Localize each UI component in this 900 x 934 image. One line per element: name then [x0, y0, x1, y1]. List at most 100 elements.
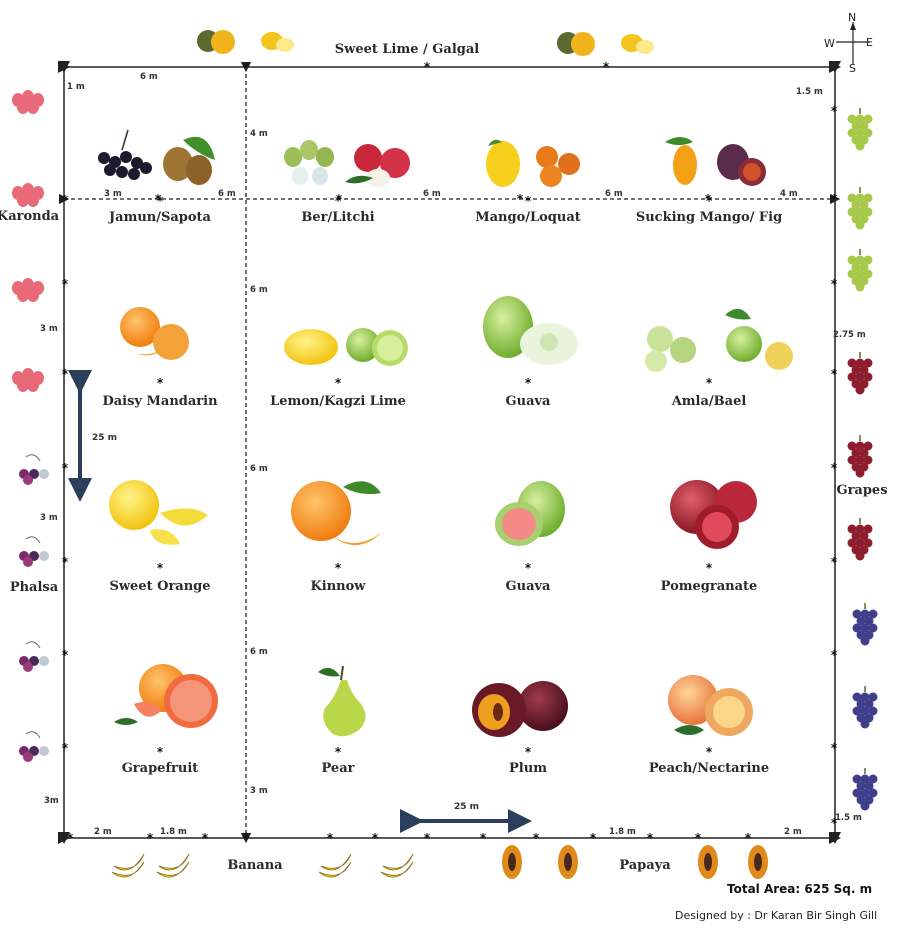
plot-label: Grapefruit — [122, 761, 199, 776]
plot-label: Lemon/Kagzi Lime — [270, 394, 406, 409]
sucking-mango-fig-image — [665, 137, 766, 186]
phalsa-icon — [19, 454, 49, 485]
border-tree-marker: * — [603, 60, 610, 74]
dim-right-2-75m: 2.75 m — [833, 330, 866, 340]
papaya-icon — [698, 845, 718, 879]
plum-image — [472, 681, 568, 737]
dim-row1-6m-b: 6 m — [423, 189, 441, 199]
dim-row1-6m-a: 6 m — [218, 189, 236, 199]
dim-col-6m-b: 6 m — [250, 464, 268, 474]
designer-credit: Designed by : Dr Karan Bir Singh Gill — [675, 909, 877, 922]
border-tree-marker: * — [695, 831, 702, 845]
border-tree-marker: * — [831, 367, 838, 381]
dim-bottom-1-8m-right: 1.8 m — [609, 827, 636, 837]
plot-tree-marker: * — [335, 194, 342, 208]
grapes-icon — [847, 518, 873, 561]
border-tree-marker: * — [831, 277, 838, 291]
plot-label: Sweet Orange — [109, 579, 210, 594]
border-tree-marker: * — [243, 60, 250, 74]
plot-label: Pear — [322, 761, 355, 776]
dim-left-3m-a: 3 m — [40, 324, 58, 334]
border-tree-marker: * — [147, 831, 154, 845]
plot-tree-marker: * — [525, 194, 532, 208]
compass-e: E — [866, 36, 873, 49]
amla-bael-image — [645, 308, 793, 372]
compass-s: S — [849, 62, 856, 75]
pear-image — [318, 665, 366, 737]
compass-n: N — [848, 11, 856, 24]
border-tree-marker: * — [831, 461, 838, 475]
border-tree-marker: * — [372, 831, 379, 845]
dim-bottom-2m-right: 2 m — [784, 827, 802, 837]
border-label-phalsa: Phalsa — [10, 580, 59, 595]
dim-bottom-1-8m-left: 1.8 m — [160, 827, 187, 837]
compass-rose: N S E W — [824, 11, 873, 75]
plot-tree-marker: * — [706, 561, 713, 575]
border-tree-marker: * — [590, 831, 597, 845]
karonda-icon — [12, 368, 44, 392]
plot-label: Daisy Mandarin — [102, 394, 218, 409]
sweet-lime-galgal-icon — [197, 30, 235, 54]
grapes-icon — [847, 249, 873, 292]
daisy-mandarin-image — [120, 307, 189, 360]
plot-label: Mango/Loquat — [475, 210, 581, 225]
plot-tree-marker: * — [706, 194, 713, 208]
papaya-icon — [748, 845, 768, 879]
plot-label: Sucking Mango/ Fig — [636, 210, 782, 225]
border-tree-marker: * — [831, 192, 838, 206]
dim-left-3m-c: 3m — [44, 796, 59, 806]
plot-tree-marker: * — [157, 745, 164, 759]
grapes-icon — [852, 768, 878, 811]
border-fruit-icons — [12, 30, 878, 879]
dim-left-3m-b: 3 m — [40, 513, 58, 523]
grapes-icon — [847, 187, 873, 230]
plot-label: Kinnow — [310, 579, 366, 594]
plot-label: Guava — [506, 394, 552, 409]
border-tree-marker: * — [424, 831, 431, 845]
border-label-top: Sweet Lime / Galgal — [335, 42, 480, 57]
border-label-banana: Banana — [227, 858, 283, 873]
border-tree-marker: * — [831, 104, 838, 118]
banana-icon — [380, 853, 414, 878]
border-tree-marker: * — [831, 741, 838, 755]
border-tree-marker: * — [62, 367, 69, 381]
border-tree-marker: * — [62, 461, 69, 475]
grapefruit-image — [114, 664, 218, 728]
karonda-icon — [12, 183, 44, 207]
dim-row1-3m: 3 m — [104, 189, 122, 199]
border-tree-marker: * — [831, 555, 838, 569]
sweet-lime-galgal-icon — [557, 32, 595, 56]
plot-tree-marker: * — [157, 561, 164, 575]
plot-tree-marker: * — [335, 561, 342, 575]
grapes-icon — [852, 686, 878, 729]
border-tree-marker: * — [202, 831, 209, 845]
dim-right-1-5m: 1.5 m — [835, 813, 862, 823]
plot-labels: * Jamun/Sapota * Ber/Litchi * Mango/Loquat * Su… — [102, 194, 782, 776]
pomegranate-image — [670, 480, 757, 549]
orchard-boundary — [58, 61, 841, 844]
jamun-sapota-image — [98, 129, 215, 185]
kinnow-image — [291, 481, 382, 546]
dimension-labels: 6 m 1 m 1.5 m 4 m 3 m 6 m 6 m 6 m 4 m 6 … — [40, 72, 866, 837]
border-tree-marker: * — [705, 192, 712, 206]
plot-label: Ber/Litchi — [301, 210, 374, 225]
plot-label: Plum — [509, 761, 547, 776]
phalsa-icon — [19, 731, 49, 762]
plot-tree-marker: * — [157, 376, 164, 390]
border-label-grapes: Grapes — [836, 483, 887, 498]
border-tree-marker: * — [424, 60, 431, 74]
border-tree-marker: * — [745, 831, 752, 845]
border-tree-marker: * — [62, 741, 69, 755]
compass-w: W — [824, 37, 835, 50]
border-label-papaya: Papaya — [619, 858, 671, 873]
plot-tree-marker: * — [335, 745, 342, 759]
border-tree-marker: * — [62, 277, 69, 291]
grapes-icon — [847, 108, 873, 151]
border-tree-marker: * — [62, 193, 69, 207]
border-tree-marker: * — [155, 192, 162, 206]
karonda-icon — [12, 278, 44, 302]
border-tree-marker: * — [533, 831, 540, 845]
dim-top-1m: 1 m — [67, 82, 85, 92]
banana-icon — [111, 853, 145, 878]
